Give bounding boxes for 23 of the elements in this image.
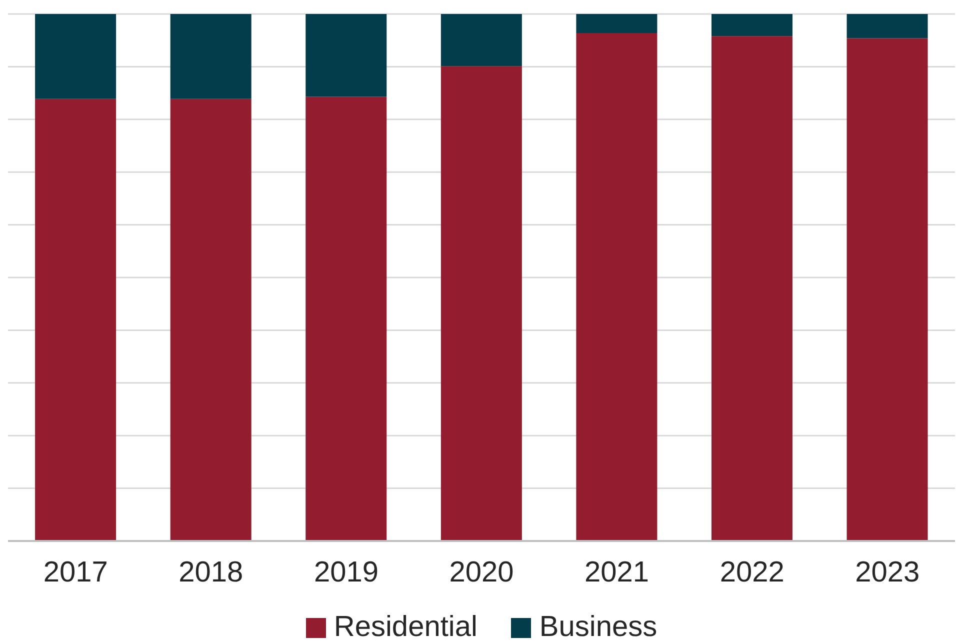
bar bbox=[711, 36, 792, 541]
bar bbox=[846, 38, 928, 541]
x-tick-label: 2022 bbox=[720, 556, 784, 589]
legend-label: Business bbox=[539, 611, 658, 644]
bar bbox=[440, 66, 522, 541]
bar bbox=[170, 14, 252, 99]
bar bbox=[306, 96, 387, 541]
bar bbox=[576, 32, 658, 541]
x-tick-label: 2021 bbox=[584, 556, 650, 589]
bar bbox=[440, 14, 522, 66]
bar bbox=[35, 98, 116, 541]
bar bbox=[170, 98, 252, 541]
bar bbox=[576, 14, 658, 33]
bar bbox=[711, 14, 792, 36]
bar bbox=[846, 14, 928, 38]
bar bbox=[35, 14, 116, 99]
x-tick-label: 2020 bbox=[449, 556, 514, 589]
legend-label: Residential bbox=[334, 611, 478, 644]
bar bbox=[306, 14, 387, 97]
x-tick-label: 2018 bbox=[178, 556, 244, 589]
x-tick-label: 2017 bbox=[43, 556, 108, 589]
x-tick-label: 2023 bbox=[855, 556, 920, 589]
x-tick-label: 2019 bbox=[314, 556, 378, 589]
